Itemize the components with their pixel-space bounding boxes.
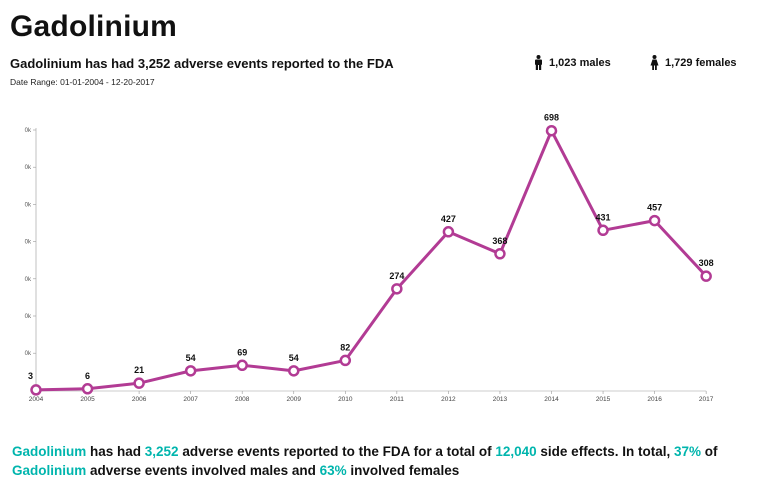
summary-female-percent: 63% (319, 463, 347, 478)
males-stat: 1,023 males (534, 55, 611, 70)
data-label: 698 (544, 113, 559, 123)
y-tick-label: 0k (25, 165, 32, 171)
x-tick-label: 2009 (287, 396, 302, 403)
summary-text-part: involved females (346, 463, 460, 478)
x-tick-label: 2013 (493, 396, 508, 403)
summary-text-part: adverse events involved males and (86, 463, 320, 478)
data-point (545, 124, 558, 137)
data-point (700, 270, 712, 282)
y-tick-label: 0k (25, 351, 32, 357)
data-label: 69 (237, 347, 247, 357)
summary-male-percent: 37% (673, 444, 701, 459)
data-label: 54 (289, 353, 299, 363)
data-label: 427 (441, 214, 456, 224)
x-tick-label: 2005 (80, 396, 95, 403)
summary-side-effects-count: 12,040 (495, 444, 537, 459)
summary-text-part: has had (86, 444, 145, 459)
y-tick-label: 0k (25, 314, 32, 320)
data-point (494, 248, 506, 260)
summary-text-part: side effects. In total, (536, 444, 674, 459)
data-point (81, 383, 94, 395)
summary-events-count: 3,252 (144, 444, 179, 459)
x-tick-label: 2012 (441, 396, 456, 403)
x-tick-label: 2006 (132, 396, 147, 403)
data-label: 54 (186, 353, 196, 363)
males-count: 1,023 males (549, 56, 611, 69)
data-point (648, 214, 661, 227)
summary-drug-name: Gadolinium (12, 463, 87, 478)
adverse-events-line-chart: 0k 0k 0k 0k 0k 0k 0k 2004 2005 2006 2007 2008 2009 20… (25, 113, 714, 403)
chart-subtitle: Gadolinium has had 3,252 adverse events … (10, 56, 394, 71)
x-tick-label: 2016 (647, 396, 662, 403)
page-title: Gadolinium (10, 10, 177, 43)
data-point (391, 283, 403, 295)
females-stat: 1,729 females (650, 55, 737, 70)
data-label: 274 (389, 271, 404, 281)
summary-text: Gadolinium has had 3,252 adverse events … (12, 442, 742, 480)
chart-data-labels: 3 6 21 54 69 54 82 274 427 368 698 431 457 308 (28, 113, 714, 381)
females-count: 1,729 females (665, 56, 737, 69)
y-tick-label: 0k (25, 277, 32, 283)
y-tick-label: 0k (25, 202, 32, 208)
data-point (236, 359, 248, 372)
chart-axes: 0k 0k 0k 0k 0k 0k 0k 2004 2005 2006 2007 2008 2009 20… (25, 128, 714, 403)
data-label: 21 (134, 365, 144, 375)
female-icon (650, 55, 659, 70)
data-point (442, 226, 455, 238)
data-label: 457 (647, 203, 662, 213)
data-label: 3 (28, 371, 33, 381)
x-tick-label: 2011 (390, 396, 404, 403)
y-tick-label: 0k (25, 128, 32, 134)
summary-text-part: of (700, 444, 718, 459)
data-point (288, 365, 300, 377)
data-point (184, 365, 197, 377)
summary-text-part: adverse events reported to the FDA for a… (178, 444, 496, 459)
data-label: 308 (699, 258, 714, 268)
chart-series (30, 124, 712, 396)
data-label: 82 (340, 342, 350, 352)
data-point (597, 224, 609, 237)
x-tick-label: 2004 (29, 396, 44, 403)
x-tick-label: 2015 (596, 396, 611, 403)
x-tick-label: 2017 (699, 396, 714, 403)
series-line (35, 129, 708, 392)
data-label: 368 (492, 236, 507, 246)
x-tick-label: 2010 (338, 396, 353, 403)
data-label: 6 (85, 371, 90, 381)
y-tick-label: 0k (25, 240, 32, 246)
data-point (133, 377, 145, 389)
date-range: Date Range: 01-01-2004 - 12-20-2017 (10, 77, 155, 87)
male-icon (535, 55, 542, 70)
data-label: 431 (596, 212, 611, 222)
x-tick-label: 2007 (183, 396, 198, 403)
data-point (30, 384, 42, 396)
x-tick-label: 2014 (544, 396, 559, 403)
x-tick-label: 2008 (235, 396, 250, 403)
data-point (339, 354, 352, 367)
summary-drug-name: Gadolinium (12, 444, 87, 459)
